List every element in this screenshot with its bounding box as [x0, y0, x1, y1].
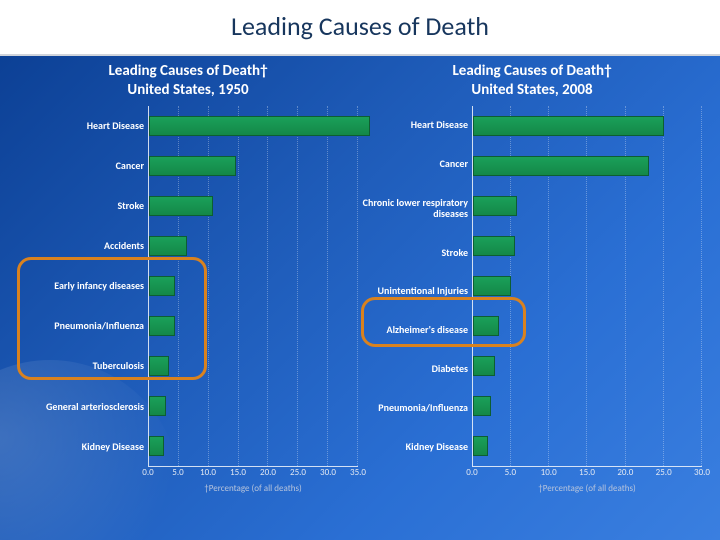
x-tick: 30.0: [320, 467, 336, 478]
xlabel-left: †Percentage (of all deaths): [148, 483, 358, 494]
category-label: Cancer: [362, 159, 468, 170]
category-label: Pneumonia/Influenza: [18, 321, 144, 332]
bar: [149, 116, 370, 136]
category-label: Chronic lower respiratory diseases: [362, 198, 468, 219]
x-tick: 30.0: [694, 467, 710, 478]
bar: [473, 116, 664, 136]
x-tick: 20.0: [617, 467, 633, 478]
x-tick: 15.0: [579, 467, 595, 478]
bar: [149, 196, 213, 216]
x-tick: 10.0: [200, 467, 216, 478]
bar: [473, 436, 488, 456]
category-label: Accidents: [18, 241, 144, 252]
page-title: Leading Causes of Death: [0, 0, 720, 56]
bar: [149, 156, 236, 176]
bar: [149, 396, 166, 416]
category-label: General arteriosclerosis: [18, 402, 144, 413]
category-label: Kidney Disease: [362, 442, 468, 453]
x-tick: 15.0: [230, 467, 246, 478]
bar: [149, 436, 164, 456]
category-labels-left: Heart Disease Cancer Stroke Accidents Early …: [18, 106, 148, 467]
xaxis-right: 0.05.010.015.020.025.030.0: [472, 467, 702, 481]
category-label: Stroke: [362, 248, 468, 259]
category-label: Heart Disease: [362, 120, 468, 131]
x-tick: 25.0: [656, 467, 672, 478]
bars-stack-right: [473, 106, 702, 466]
bar: [473, 236, 515, 256]
subtitle-l2: United States, 1950: [127, 81, 248, 99]
x-tick: 25.0: [290, 467, 306, 478]
bar: [473, 196, 517, 216]
category-label: Alzheimer's disease: [362, 325, 468, 336]
x-tick: 20.0: [260, 467, 276, 478]
bar: [149, 316, 175, 336]
slide: Leading Causes of Death Leading Causes o…: [0, 0, 720, 540]
plot-wrap-right: Heart Disease Cancer Chronic lower respira…: [362, 106, 702, 467]
subtitle-l1: Leading Causes of Death†: [452, 62, 611, 80]
x-tick: 0.0: [142, 467, 153, 478]
bar: [473, 356, 495, 376]
bars-area-left: [148, 106, 358, 467]
subtitle-l1: Leading Causes of Death†: [108, 62, 267, 80]
bar: [473, 156, 649, 176]
bar: [473, 316, 499, 336]
chart-1950: Leading Causes of Death† United States, …: [18, 62, 358, 494]
xaxis-left: 0.05.010.015.020.025.030.035.0: [148, 467, 358, 481]
category-labels-right: Heart Disease Cancer Chronic lower respira…: [362, 106, 472, 467]
subtitle-2008: Leading Causes of Death† United States, …: [362, 62, 702, 100]
category-label: Cancer: [18, 161, 144, 172]
bars-area-right: [472, 106, 702, 467]
category-label: Heart Disease: [18, 121, 144, 132]
charts-row: Leading Causes of Death† United States, …: [0, 56, 720, 494]
plot-wrap-left: Heart Disease Cancer Stroke Accidents Early …: [18, 106, 358, 467]
subtitle-1950: Leading Causes of Death† United States, …: [18, 62, 358, 100]
bar: [473, 396, 491, 416]
category-label: Tuberculosis: [18, 361, 144, 372]
x-tick: 5.0: [505, 467, 516, 478]
subtitle-l2: United States, 2008: [471, 81, 592, 99]
bar: [149, 276, 175, 296]
bar: [473, 276, 511, 296]
category-label: Kidney Disease: [18, 442, 144, 453]
bars-stack-left: [149, 106, 358, 466]
bar: [149, 236, 187, 256]
category-label: Stroke: [18, 201, 144, 212]
x-tick: 0.0: [466, 467, 477, 478]
category-label: Pneumonia/Influenza: [362, 403, 468, 414]
category-label: Diabetes: [362, 364, 468, 375]
xlabel-right: †Percentage (of all deaths): [472, 483, 702, 494]
x-tick: 5.0: [172, 467, 183, 478]
category-label: Early infancy diseases: [18, 281, 144, 292]
category-label: Unintentional Injuries: [362, 286, 468, 297]
bar: [149, 356, 169, 376]
x-tick: 10.0: [541, 467, 557, 478]
chart-2008: Leading Causes of Death† United States, …: [362, 62, 702, 494]
